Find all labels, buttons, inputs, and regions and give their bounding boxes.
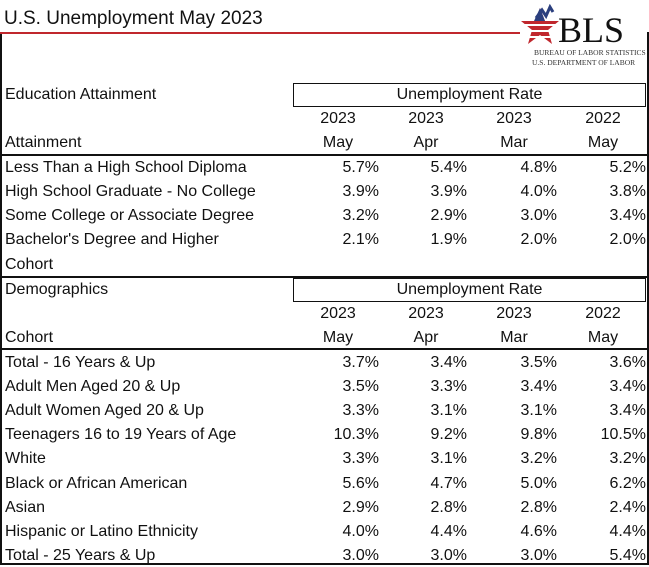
rate-cell: 10.5% <box>600 426 646 444</box>
rate-cell: 2.8% <box>430 498 467 516</box>
svg-text:BLS: BLS <box>558 10 624 50</box>
column-month: May <box>322 329 354 346</box>
header-divider <box>0 348 649 350</box>
rate-cell: 5.2% <box>609 159 646 176</box>
row-label: Less Than a High School Diploma <box>5 159 247 176</box>
column-month: May <box>322 134 354 151</box>
column-month: Mar <box>500 329 528 346</box>
rate-cell: 3.0% <box>342 546 379 564</box>
rate-cell: 3.3% <box>342 402 379 420</box>
rate-cell: 3.9% <box>342 183 379 201</box>
row-label: Asian <box>5 498 46 516</box>
rate-cell: 3.2% <box>342 207 379 225</box>
rate-cell: 3.6% <box>609 354 646 371</box>
rate-cell: 3.5% <box>520 354 557 371</box>
svg-text:BUREAU OF LABOR STATISTICS: BUREAU OF LABOR STATISTICS <box>534 48 646 57</box>
rate-cell: 1.9% <box>430 231 467 249</box>
column-year: 2023 <box>496 305 532 322</box>
column-month: Mar <box>500 134 528 151</box>
rate-cell: 2.9% <box>430 207 467 225</box>
table-frame <box>0 32 649 565</box>
column-year: 2023 <box>320 305 356 322</box>
rate-cell: 3.4% <box>609 402 646 420</box>
column-year: 2023 <box>408 305 444 322</box>
rate-cell: 3.2% <box>520 450 557 468</box>
rate-cell: 5.4% <box>609 546 646 564</box>
rate-cell: 2.9% <box>342 498 379 516</box>
row-label: Adult Women Aged 20 & Up <box>5 402 204 420</box>
rate-cell: 2.0% <box>609 231 646 249</box>
row-label: Teenagers 16 to 19 Years of Age <box>5 426 237 444</box>
rate-cell: 3.1% <box>430 402 467 420</box>
row-label-cohort: Cohort <box>5 256 54 273</box>
rate-cell: 3.2% <box>609 450 646 468</box>
bls-logo: BLS BUREAU OF LABOR STATISTICS U.S. DEPA… <box>520 3 648 68</box>
rate-cell: 2.8% <box>520 498 557 516</box>
rate-cell: 4.8% <box>520 159 557 176</box>
rate-cell: 3.8% <box>609 183 646 201</box>
rate-cell: 6.2% <box>609 474 646 492</box>
column-year: 2023 <box>408 110 444 127</box>
row-label: Total - 16 Years & Up <box>5 354 156 371</box>
row-label: White <box>5 450 46 468</box>
rate-cell: 9.2% <box>430 426 467 444</box>
column-month: Apr <box>413 134 439 151</box>
rate-cell: 2.4% <box>609 498 646 516</box>
section-title-education: Education Attainment <box>5 86 157 103</box>
rate-cell: 3.9% <box>430 183 467 201</box>
row-label: Hispanic or Latino Ethnicity <box>5 522 198 540</box>
rate-cell: 3.0% <box>520 207 557 225</box>
rate-cell: 3.0% <box>430 546 467 564</box>
row-label: Adult Men Aged 20 & Up <box>5 378 181 396</box>
rate-cell: 3.1% <box>430 450 467 468</box>
rate-cell: 3.4% <box>609 378 646 396</box>
rate-cell: 3.3% <box>342 450 379 468</box>
rate-cell: 3.3% <box>430 378 467 396</box>
column-month: May <box>587 329 619 346</box>
rate-cell: 2.0% <box>520 231 557 249</box>
svg-text:U.S. DEPARTMENT OF LABOR: U.S. DEPARTMENT OF LABOR <box>532 58 635 67</box>
page-title: U.S. Unemployment May 2023 <box>4 8 263 29</box>
row-header-cohort: Cohort <box>5 329 54 346</box>
column-year: 2023 <box>496 110 532 127</box>
rate-cell: 4.4% <box>430 522 467 540</box>
title-underline <box>0 32 520 34</box>
rate-cell: 3.5% <box>342 378 379 396</box>
rate-cell: 9.8% <box>520 426 557 444</box>
rate-cell: 4.0% <box>520 183 557 201</box>
group-header-unemployment-rate: Unemployment Rate <box>293 278 646 302</box>
rate-cell: 2.1% <box>342 231 379 249</box>
section-divider <box>0 276 649 278</box>
rate-cell: 5.6% <box>342 474 379 492</box>
column-year: 2022 <box>585 305 621 322</box>
rate-cell: 3.7% <box>342 354 379 371</box>
rate-cell: 3.4% <box>520 378 557 396</box>
row-label: Black or African American <box>5 474 188 492</box>
column-month: May <box>587 134 619 151</box>
rate-cell: 3.1% <box>520 402 557 420</box>
group-header-unemployment-rate: Unemployment Rate <box>293 83 646 107</box>
rate-cell: 5.0% <box>520 474 557 492</box>
rate-cell: 5.4% <box>430 159 467 176</box>
rate-cell: 3.4% <box>609 207 646 225</box>
column-year: 2023 <box>320 110 356 127</box>
rate-cell: 5.7% <box>342 159 379 176</box>
row-header-attainment: Attainment <box>5 134 82 151</box>
rate-cell: 4.4% <box>609 522 646 540</box>
row-label: Some College or Associate Degree <box>5 207 255 225</box>
column-month: Apr <box>413 329 439 346</box>
row-label: High School Graduate - No College <box>5 183 256 201</box>
rate-cell: 4.0% <box>342 522 379 540</box>
rate-cell: 3.0% <box>520 546 557 564</box>
rate-cell: 4.7% <box>430 474 467 492</box>
rate-cell: 3.4% <box>430 354 467 371</box>
row-label: Bachelor's Degree and Higher <box>5 231 219 249</box>
column-year: 2022 <box>585 110 621 127</box>
section-title-demographics: Demographics <box>5 281 109 298</box>
row-label: Total - 25 Years & Up <box>5 546 156 564</box>
header-divider <box>0 154 649 156</box>
rate-cell: 4.6% <box>520 522 557 540</box>
rate-cell: 10.3% <box>333 426 379 444</box>
